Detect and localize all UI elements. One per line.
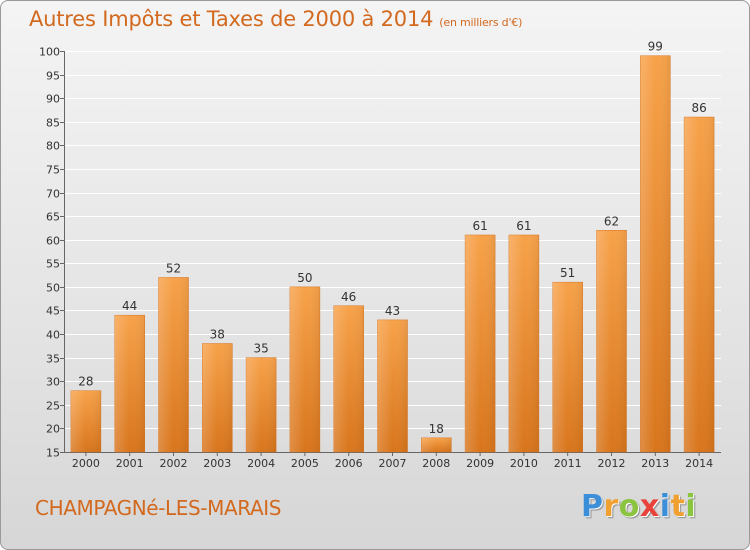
data-label-2013: 99 [648,40,663,54]
data-label-2010: 61 [516,219,531,233]
x-tick-label-2005: 2005 [291,457,319,470]
bar-shade-2011 [552,282,583,452]
x-tick-label-2004: 2004 [247,457,275,470]
y-tick-label: 75 [46,164,60,177]
x-tick-label-2014: 2014 [685,457,713,470]
bar-shade-2005 [289,286,320,452]
chart-subtitle: (en milliers d'€) [439,16,523,29]
logo-letter: t [670,489,686,524]
data-label-2007: 43 [385,304,400,318]
x-tick-label-2007: 2007 [379,457,407,470]
y-tick-label: 45 [46,305,60,318]
bar-shade-2001 [114,315,145,452]
y-tick-label: 25 [46,400,60,413]
data-label-2001: 44 [122,299,137,313]
bar-shade-2006 [333,305,364,452]
data-label-2006: 46 [341,290,356,304]
data-label-2005: 50 [297,271,312,285]
bar-shade-2013 [640,55,671,452]
y-tick-label: 40 [46,329,60,342]
y-tick-label: 60 [46,235,60,248]
chart-title-text: Autres Impôts et Taxes de 2000 à 2014 [29,7,434,31]
x-tick-label-2000: 2000 [72,457,100,470]
data-label-2008: 18 [429,422,444,436]
y-tick-label: 95 [46,70,60,83]
x-tick-label-2001: 2001 [116,457,144,470]
y-tick-label: 65 [46,211,60,224]
data-label-2004: 35 [253,342,268,356]
bar-shade-2002 [158,277,189,452]
y-tick-label: 15 [46,447,60,460]
x-tick-label-2003: 2003 [203,457,231,470]
y-tick-label: 20 [46,423,60,436]
logo-letter: P [581,489,604,524]
logo-letter: i [685,489,697,524]
logo-letter: x [639,489,660,524]
x-tick-label-2013: 2013 [641,457,669,470]
bar-shade-2004 [246,357,277,452]
x-tick-label-2012: 2012 [598,457,626,470]
proxiti-logo: Proxiti [581,489,696,524]
plot-area: 15 20 25 30 35 40 45 50 55 60 65 70 75 80 85 90 95 100 28 2… [39,40,721,470]
bar-shade-2012 [596,230,627,452]
x-tick-label-2006: 2006 [335,457,363,470]
x-tick-label-2011: 2011 [554,457,582,470]
y-tick-label: 70 [46,188,60,201]
y-tick-label: 55 [46,258,60,271]
bar-shade-2014 [684,117,715,452]
logo-letter: i [659,489,671,524]
y-tick-label: 85 [46,117,60,130]
y-tick-label: 90 [46,93,60,106]
y-tick-label: 35 [46,353,60,366]
y-tick-label: 80 [46,140,60,153]
x-tick-label-2009: 2009 [466,457,494,470]
bar-shade-2008 [421,437,452,452]
bar-shade-2010 [508,234,539,452]
data-label-2002: 52 [166,261,181,275]
data-label-2003: 38 [210,327,225,341]
chart-title: Autres Impôts et Taxes de 2000 à 2014 (en… [29,7,522,31]
bar-shade-2000 [70,390,101,452]
logo-letter: r [603,489,619,524]
commune-name: CHAMPAGNé-LES-MARAIS [35,496,282,520]
data-label-2012: 62 [604,214,619,228]
y-tick-label: 50 [46,282,60,295]
x-tick-label-2002: 2002 [160,457,188,470]
bar-shade-2003 [202,343,233,452]
data-label-2009: 61 [472,219,487,233]
y-tick-label: 30 [46,376,60,389]
data-label-2011: 51 [560,266,575,280]
x-tick-label-2008: 2008 [422,457,450,470]
y-tick-label: 100 [39,46,60,59]
logo-letter: o [618,489,640,524]
bar-shade-2009 [465,234,496,452]
x-tick-label-2010: 2010 [510,457,538,470]
bar-shade-2007 [377,319,408,452]
data-label-2000: 28 [78,375,93,389]
data-label-2014: 86 [691,101,706,115]
